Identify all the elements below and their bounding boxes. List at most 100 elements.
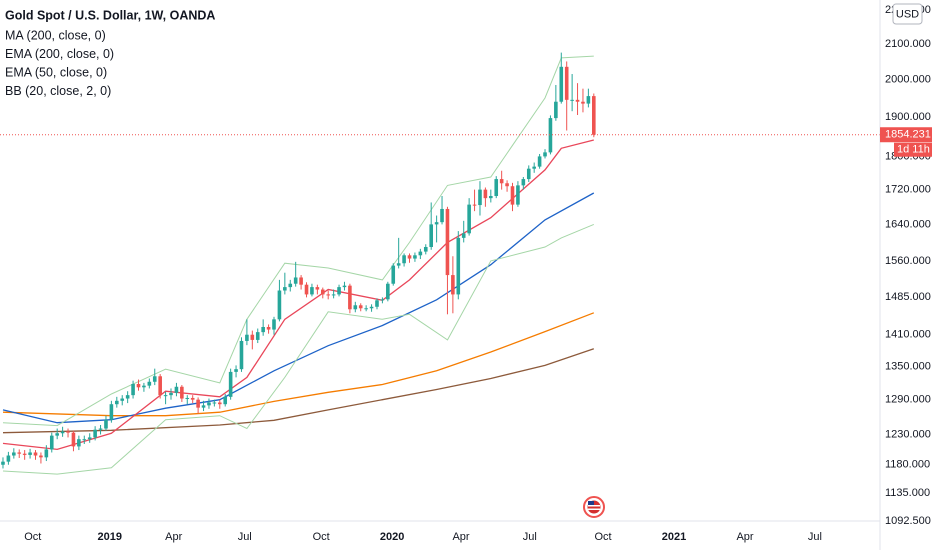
- candle-body: [320, 289, 325, 295]
- legend: Gold Spot / U.S. Dollar, 1W, OANDA MA (2…: [5, 8, 215, 98]
- x-tick-label: Jul: [808, 531, 822, 543]
- candle-body: [581, 101, 585, 104]
- candle-body: [342, 285, 347, 288]
- candle-body: [575, 99, 580, 102]
- bb-upper: [2, 55, 594, 427]
- candle-body: [272, 319, 276, 330]
- candle-body: [526, 168, 531, 180]
- currency-label[interactable]: USD: [896, 8, 919, 20]
- candle-body: [353, 305, 358, 310]
- candle-body: [456, 237, 461, 295]
- candle-body: [461, 233, 466, 238]
- candle-body: [391, 265, 396, 284]
- y-tick-label: 1485.000: [885, 291, 931, 303]
- axes: 1092.500 1135.000 1180.000 1230.000 1290.000…: [24, 4, 932, 543]
- candle-body: [423, 246, 428, 252]
- candle-body: [472, 204, 477, 206]
- candle-body: [190, 397, 195, 400]
- legend-entry: MA (200, close, 0): [5, 28, 106, 42]
- candle-body: [358, 305, 363, 309]
- y-tick-label: 2100.000: [885, 38, 931, 50]
- candle-body: [120, 398, 125, 401]
- candle-body: [12, 452, 16, 456]
- candle-body: [429, 224, 433, 247]
- candle-body: [570, 99, 574, 101]
- candle-body: [33, 452, 38, 456]
- candle-body: [364, 308, 368, 310]
- candle-body: [494, 179, 499, 197]
- candle-body: [136, 383, 141, 388]
- countdown-label: 1d 11h: [897, 144, 930, 156]
- x-tick-label: 2019: [98, 531, 122, 543]
- candle-body: [174, 386, 179, 393]
- x-tick-label: Apr: [736, 531, 753, 543]
- y-tick-label: 1560.000: [885, 255, 931, 267]
- candle-body: [369, 306, 374, 309]
- event-icon-stripe: [588, 508, 600, 510]
- x-tick-label: Oct: [313, 531, 330, 543]
- candle-body: [299, 277, 303, 285]
- candle-body: [223, 396, 228, 405]
- candle-body: [217, 402, 222, 405]
- event-icon-canton: [588, 501, 594, 505]
- candle-body: [315, 287, 320, 290]
- indicator-line: [2, 312, 595, 417]
- x-tick-label: Apr: [452, 531, 469, 543]
- candle-body: [483, 189, 488, 199]
- candle-body: [559, 66, 564, 102]
- candle-body: [234, 369, 238, 372]
- y-tick-label: 1135.000: [885, 487, 930, 499]
- currency-button[interactable]: USD: [892, 3, 923, 25]
- candle-body: [537, 156, 542, 167]
- candle-body: [288, 283, 293, 288]
- candle-body: [348, 285, 352, 310]
- candle-body: [196, 399, 200, 408]
- candle-body: [245, 334, 249, 341]
- candle-body: [1, 461, 5, 465]
- candle-body: [66, 431, 70, 433]
- y-tick-label: 1230.000: [885, 428, 931, 440]
- candle-body: [104, 419, 108, 429]
- candle-body: [499, 179, 504, 184]
- x-tick-label: Apr: [165, 531, 182, 543]
- candle-body: [548, 118, 553, 153]
- currency-button-box[interactable]: [892, 3, 923, 25]
- y-tick-label: 1720.000: [885, 184, 931, 196]
- candle-body: [55, 433, 59, 436]
- y-tick-label: 1900.000: [885, 111, 931, 123]
- countdown-box: [894, 142, 932, 157]
- candle-body: [510, 186, 515, 205]
- candle-body: [109, 404, 114, 420]
- candle-body: [142, 385, 146, 388]
- event-icon[interactable]: [583, 496, 605, 518]
- candle-body: [532, 166, 536, 169]
- candle-body: [115, 400, 119, 405]
- plot-area: [0, 52, 880, 475]
- y-tick-label: 1640.000: [885, 218, 931, 230]
- last-price-label: 1854.231: [885, 129, 931, 141]
- bb-lower: [2, 223, 594, 475]
- candle-body: [147, 381, 152, 386]
- candle-body: [87, 437, 92, 440]
- candle-body: [375, 300, 379, 307]
- candle-body: [586, 96, 591, 104]
- candle-body: [283, 287, 287, 291]
- indicator-line: [2, 192, 595, 424]
- candle-body: [310, 287, 314, 295]
- candle-body: [386, 283, 390, 300]
- candle-body: [82, 439, 87, 441]
- candle-body: [44, 449, 49, 458]
- y-tick-label: 2000.000: [885, 73, 931, 85]
- candle-body: [131, 383, 135, 396]
- candle-body: [277, 290, 282, 320]
- y-tick-label: 1092.500: [885, 515, 931, 527]
- candle-body: [407, 255, 412, 259]
- candle-body: [49, 435, 54, 450]
- y-tick-label: 1180.000: [885, 459, 930, 471]
- candle-body: [228, 371, 233, 397]
- candle-body: [77, 439, 81, 447]
- legend-entry: EMA (50, close, 0): [5, 65, 107, 79]
- indicator-line: [2, 348, 595, 434]
- indicator-line: [2, 139, 594, 451]
